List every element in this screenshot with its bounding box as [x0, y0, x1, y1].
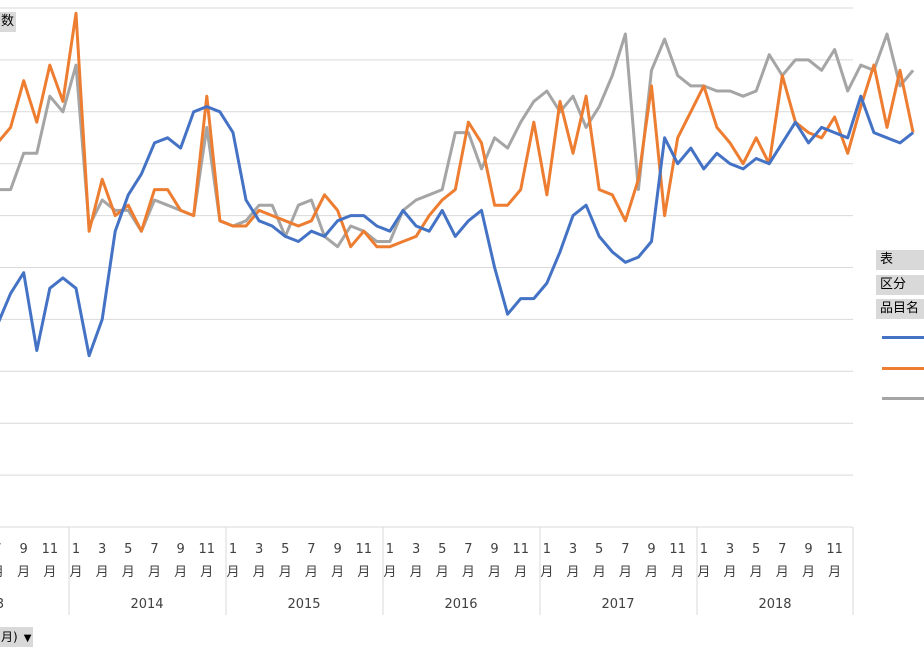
month-tick-label: 9 [176, 542, 184, 557]
year-label: 3 [0, 597, 4, 612]
chevron-down-icon: ▼ [23, 633, 32, 644]
year-label: 2015 [287, 597, 320, 612]
month-unit-label: 月 [226, 565, 239, 580]
filter-field-button-2[interactable]: 区分 [876, 275, 924, 295]
month-unit-label: 月 [776, 565, 789, 580]
month-unit-label: 月 [488, 565, 501, 580]
month-tick-label: 9 [20, 542, 28, 557]
month-tick-label: 5 [438, 542, 446, 557]
month-unit-label: 月 [305, 565, 318, 580]
month-tick-label: 5 [281, 542, 289, 557]
month-tick-label: 1 [72, 542, 80, 557]
month-tick-label: 5 [124, 542, 132, 557]
month-tick-label: 11 [669, 542, 686, 557]
month-unit-label: 月 [671, 565, 684, 580]
month-tick-label: 3 [255, 542, 263, 557]
series-line-3 [0, 32, 915, 249]
month-tick-label: 7 [0, 542, 2, 557]
month-unit-label: 月 [462, 565, 475, 580]
month-unit-label: 月 [436, 565, 449, 580]
month-unit-label: 月 [17, 565, 30, 580]
series-line-1 [0, 94, 915, 358]
filter-field-button-3[interactable]: 品目名 [876, 299, 924, 319]
month-tick-label: 11 [512, 542, 529, 557]
month-tick-label: 11 [355, 542, 372, 557]
month-unit-label: 月 [279, 565, 292, 580]
month-tick-label: 11 [42, 542, 59, 557]
legend-swatch-series-3 [882, 397, 924, 400]
year-label: 2017 [601, 597, 634, 612]
axis-field-button[interactable]: 月) ▼ [0, 627, 33, 647]
category-axis: 7月9月11月1月3月5月7月9月11月1月3月5月7月9月11月1月3月5月7… [0, 526, 854, 615]
month-tick-label: 9 [804, 542, 812, 557]
month-unit-label: 月 [200, 565, 213, 580]
month-tick-label: 5 [595, 542, 603, 557]
month-tick-label: 7 [464, 542, 472, 557]
month-unit-label: 月 [697, 565, 710, 580]
month-tick-label: 3 [98, 542, 106, 557]
month-unit-label: 月 [540, 565, 553, 580]
month-unit-label: 月 [148, 565, 161, 580]
value-field-button[interactable]: 数 [0, 12, 16, 32]
year-label: 2014 [130, 597, 163, 612]
month-tick-label: 3 [569, 542, 577, 557]
month-tick-label: 7 [621, 542, 629, 557]
year-label: 2016 [444, 597, 477, 612]
month-tick-label: 7 [307, 542, 315, 557]
axis-field-label: 月) [1, 630, 18, 644]
month-tick-label: 9 [333, 542, 341, 557]
series-line-2 [0, 11, 915, 249]
month-tick-label: 3 [726, 542, 734, 557]
month-tick-label: 11 [199, 542, 216, 557]
legend-swatch-series-1 [882, 336, 924, 339]
month-tick-label: 11 [826, 542, 843, 557]
month-tick-label: 1 [700, 542, 708, 557]
filter-field-button-1[interactable]: 表 [876, 250, 924, 270]
month-tick-label: 9 [490, 542, 498, 557]
month-tick-label: 3 [412, 542, 420, 557]
month-unit-label: 月 [802, 565, 815, 580]
month-unit-label: 月 [723, 565, 736, 580]
month-tick-label: 5 [752, 542, 760, 557]
month-unit-label: 月 [619, 565, 632, 580]
month-tick-label: 7 [150, 542, 158, 557]
series-lines [0, 11, 915, 358]
month-unit-label: 月 [96, 565, 109, 580]
month-unit-label: 月 [357, 565, 370, 580]
month-unit-label: 月 [567, 565, 580, 580]
month-unit-label: 月 [514, 565, 527, 580]
gridlines [0, 7, 853, 528]
month-unit-label: 月 [43, 565, 56, 580]
month-unit-label: 月 [122, 565, 135, 580]
month-unit-label: 月 [828, 565, 841, 580]
month-unit-label: 月 [383, 565, 396, 580]
month-unit-label: 月 [174, 565, 187, 580]
month-tick-label: 1 [543, 542, 551, 557]
month-unit-label: 月 [750, 565, 763, 580]
month-unit-label: 月 [593, 565, 606, 580]
month-unit-label: 月 [410, 565, 423, 580]
month-unit-label: 月 [253, 565, 266, 580]
month-unit-label: 月 [645, 565, 658, 580]
month-tick-label: 1 [386, 542, 394, 557]
month-unit-label: 月 [69, 565, 82, 580]
month-unit-label: 月 [0, 565, 4, 580]
legend-swatch-series-2 [882, 367, 924, 370]
month-tick-label: 1 [229, 542, 237, 557]
month-tick-label: 9 [647, 542, 655, 557]
month-unit-label: 月 [331, 565, 344, 580]
month-tick-label: 7 [778, 542, 786, 557]
year-label: 2018 [758, 597, 791, 612]
